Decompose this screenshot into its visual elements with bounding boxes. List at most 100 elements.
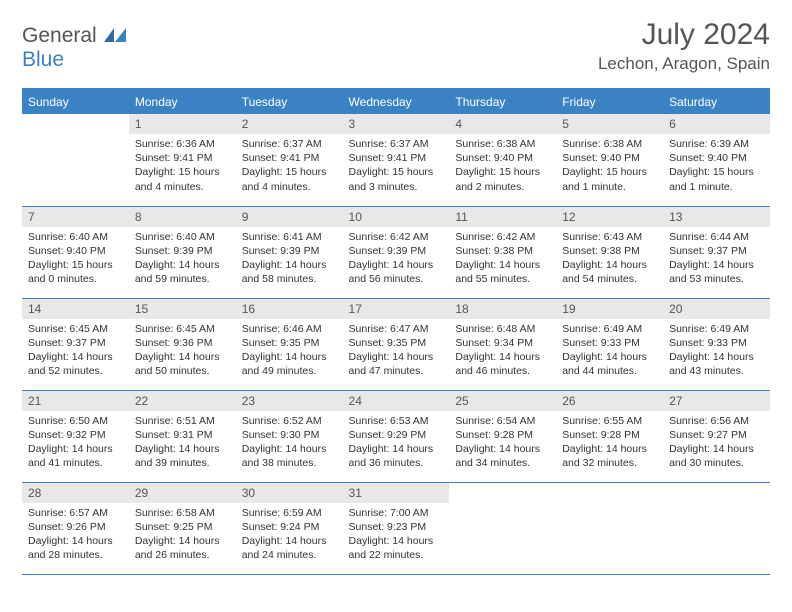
- day-number: 16: [236, 299, 343, 319]
- detail-line: Sunset: 9:26 PM: [28, 520, 123, 534]
- detail-line: Sunrise: 6:37 AM: [242, 137, 337, 151]
- detail-line: Sunrise: 6:48 AM: [455, 322, 550, 336]
- detail-line: Sunrise: 6:41 AM: [242, 230, 337, 244]
- detail-line: Daylight: 14 hours: [349, 534, 444, 548]
- day-number: 30: [236, 483, 343, 503]
- detail-line: Sunset: 9:40 PM: [669, 151, 764, 165]
- header: General Blue July 2024 Lechon, Aragon, S…: [22, 18, 770, 74]
- day-details: Sunrise: 6:54 AMSunset: 9:28 PMDaylight:…: [449, 411, 556, 477]
- calendar-cell: [663, 482, 770, 574]
- calendar-row: 14Sunrise: 6:45 AMSunset: 9:37 PMDayligh…: [22, 298, 770, 390]
- day-details: Sunrise: 6:42 AMSunset: 9:39 PMDaylight:…: [343, 227, 450, 293]
- detail-line: Daylight: 14 hours: [135, 534, 230, 548]
- detail-line: and 59 minutes.: [135, 272, 230, 286]
- page-title: July 2024: [598, 18, 770, 52]
- day-number: 4: [449, 114, 556, 134]
- day-details: Sunrise: 6:37 AMSunset: 9:41 PMDaylight:…: [343, 134, 450, 200]
- detail-line: Sunrise: 6:49 AM: [562, 322, 657, 336]
- detail-line: Daylight: 14 hours: [28, 442, 123, 456]
- detail-line: and 52 minutes.: [28, 364, 123, 378]
- detail-line: Sunrise: 6:43 AM: [562, 230, 657, 244]
- day-details: Sunrise: 6:39 AMSunset: 9:40 PMDaylight:…: [663, 134, 770, 200]
- detail-line: and 46 minutes.: [455, 364, 550, 378]
- calendar-cell: 9Sunrise: 6:41 AMSunset: 9:39 PMDaylight…: [236, 206, 343, 298]
- calendar-cell: 26Sunrise: 6:55 AMSunset: 9:28 PMDayligh…: [556, 390, 663, 482]
- detail-line: Sunrise: 6:38 AM: [562, 137, 657, 151]
- day-details: Sunrise: 6:38 AMSunset: 9:40 PMDaylight:…: [556, 134, 663, 200]
- day-number: 12: [556, 207, 663, 227]
- detail-line: and 54 minutes.: [562, 272, 657, 286]
- detail-line: Daylight: 14 hours: [135, 442, 230, 456]
- detail-line: and 28 minutes.: [28, 548, 123, 562]
- day-number: 18: [449, 299, 556, 319]
- detail-line: Daylight: 14 hours: [455, 350, 550, 364]
- detail-line: Sunrise: 6:56 AM: [669, 414, 764, 428]
- day-details: Sunrise: 6:48 AMSunset: 9:34 PMDaylight:…: [449, 319, 556, 385]
- day-details: Sunrise: 6:40 AMSunset: 9:39 PMDaylight:…: [129, 227, 236, 293]
- detail-line: Daylight: 14 hours: [455, 258, 550, 272]
- detail-line: Sunset: 9:39 PM: [135, 244, 230, 258]
- detail-line: Sunset: 9:31 PM: [135, 428, 230, 442]
- calendar-cell: 15Sunrise: 6:45 AMSunset: 9:36 PMDayligh…: [129, 298, 236, 390]
- detail-line: and 2 minutes.: [455, 180, 550, 194]
- detail-line: Daylight: 14 hours: [242, 350, 337, 364]
- detail-line: Sunrise: 6:47 AM: [349, 322, 444, 336]
- logo-word1: General: [22, 24, 97, 47]
- calendar-cell: 4Sunrise: 6:38 AMSunset: 9:40 PMDaylight…: [449, 114, 556, 206]
- weekday-header: Wednesday: [343, 89, 450, 114]
- detail-line: and 26 minutes.: [135, 548, 230, 562]
- day-details: Sunrise: 6:59 AMSunset: 9:24 PMDaylight:…: [236, 503, 343, 569]
- detail-line: and 38 minutes.: [242, 456, 337, 470]
- detail-line: Sunset: 9:39 PM: [242, 244, 337, 258]
- day-details: Sunrise: 6:38 AMSunset: 9:40 PMDaylight:…: [449, 134, 556, 200]
- detail-line: Daylight: 14 hours: [349, 258, 444, 272]
- day-number: 1: [129, 114, 236, 134]
- detail-line: Sunset: 9:27 PM: [669, 428, 764, 442]
- detail-line: Daylight: 15 hours: [349, 165, 444, 179]
- detail-line: and 1 minute.: [562, 180, 657, 194]
- day-details: Sunrise: 6:57 AMSunset: 9:26 PMDaylight:…: [22, 503, 129, 569]
- detail-line: and 53 minutes.: [669, 272, 764, 286]
- day-number: 6: [663, 114, 770, 134]
- calendar-table: Sunday Monday Tuesday Wednesday Thursday…: [22, 88, 770, 575]
- day-number: 17: [343, 299, 450, 319]
- detail-line: Daylight: 14 hours: [669, 258, 764, 272]
- detail-line: Sunset: 9:40 PM: [455, 151, 550, 165]
- calendar-cell: 29Sunrise: 6:58 AMSunset: 9:25 PMDayligh…: [129, 482, 236, 574]
- day-number: 11: [449, 207, 556, 227]
- detail-line: Sunset: 9:29 PM: [349, 428, 444, 442]
- detail-line: Daylight: 14 hours: [562, 350, 657, 364]
- detail-line: Sunset: 9:32 PM: [28, 428, 123, 442]
- logo: General Blue: [22, 24, 126, 72]
- page-subtitle: Lechon, Aragon, Spain: [598, 54, 770, 74]
- detail-line: Daylight: 14 hours: [455, 442, 550, 456]
- calendar-cell: 6Sunrise: 6:39 AMSunset: 9:40 PMDaylight…: [663, 114, 770, 206]
- detail-line: and 50 minutes.: [135, 364, 230, 378]
- day-number: 15: [129, 299, 236, 319]
- day-number: 10: [343, 207, 450, 227]
- day-details: Sunrise: 6:49 AMSunset: 9:33 PMDaylight:…: [556, 319, 663, 385]
- detail-line: Sunset: 9:25 PM: [135, 520, 230, 534]
- detail-line: Daylight: 14 hours: [135, 258, 230, 272]
- calendar-cell: 8Sunrise: 6:40 AMSunset: 9:39 PMDaylight…: [129, 206, 236, 298]
- detail-line: Sunset: 9:38 PM: [455, 244, 550, 258]
- calendar-cell: 27Sunrise: 6:56 AMSunset: 9:27 PMDayligh…: [663, 390, 770, 482]
- calendar-cell: 20Sunrise: 6:49 AMSunset: 9:33 PMDayligh…: [663, 298, 770, 390]
- detail-line: Daylight: 15 hours: [28, 258, 123, 272]
- detail-line: and 43 minutes.: [669, 364, 764, 378]
- detail-line: Sunrise: 6:40 AM: [28, 230, 123, 244]
- detail-line: and 36 minutes.: [349, 456, 444, 470]
- day-details: Sunrise: 6:42 AMSunset: 9:38 PMDaylight:…: [449, 227, 556, 293]
- day-details: Sunrise: 6:36 AMSunset: 9:41 PMDaylight:…: [129, 134, 236, 200]
- day-number: 13: [663, 207, 770, 227]
- detail-line: and 24 minutes.: [242, 548, 337, 562]
- day-number: 19: [556, 299, 663, 319]
- detail-line: Daylight: 14 hours: [242, 534, 337, 548]
- day-details: Sunrise: 6:43 AMSunset: 9:38 PMDaylight:…: [556, 227, 663, 293]
- weekday-header: Saturday: [663, 89, 770, 114]
- calendar-cell: 12Sunrise: 6:43 AMSunset: 9:38 PMDayligh…: [556, 206, 663, 298]
- detail-line: Daylight: 15 hours: [562, 165, 657, 179]
- day-details: Sunrise: 6:52 AMSunset: 9:30 PMDaylight:…: [236, 411, 343, 477]
- day-details: Sunrise: 6:47 AMSunset: 9:35 PMDaylight:…: [343, 319, 450, 385]
- calendar-cell: 17Sunrise: 6:47 AMSunset: 9:35 PMDayligh…: [343, 298, 450, 390]
